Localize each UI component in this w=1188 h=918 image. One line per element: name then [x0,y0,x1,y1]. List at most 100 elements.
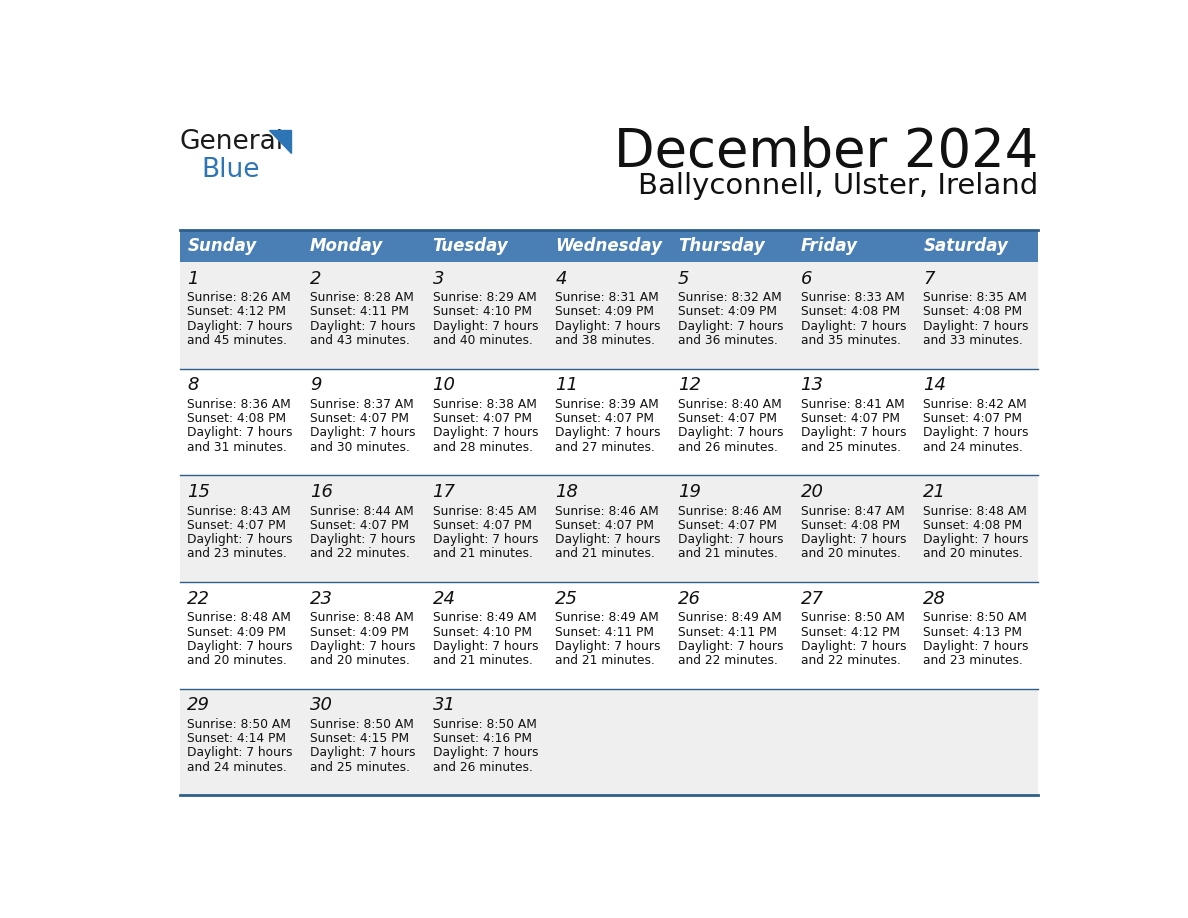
Text: Daylight: 7 hours: Daylight: 7 hours [310,533,416,546]
Text: 3: 3 [432,270,444,287]
Text: and 35 minutes.: and 35 minutes. [801,334,901,347]
Text: Tuesday: Tuesday [432,237,508,254]
Bar [179,262,1038,368]
Text: Sunrise: 8:46 AM: Sunrise: 8:46 AM [678,505,782,518]
Text: and 33 minutes.: and 33 minutes. [923,334,1023,347]
Bar [179,688,1038,796]
Text: Sunrise: 8:44 AM: Sunrise: 8:44 AM [310,505,413,518]
Text: and 21 minutes.: and 21 minutes. [432,547,532,560]
Text: 25: 25 [555,589,579,608]
Polygon shape [270,130,291,153]
Text: Sunset: 4:09 PM: Sunset: 4:09 PM [188,625,286,639]
Text: Daylight: 7 hours: Daylight: 7 hours [801,640,906,653]
Text: Sunset: 4:08 PM: Sunset: 4:08 PM [188,412,286,425]
Text: 12: 12 [678,376,701,394]
Text: Sunset: 4:13 PM: Sunset: 4:13 PM [923,625,1023,639]
Text: Sunset: 4:08 PM: Sunset: 4:08 PM [923,306,1023,319]
Text: 13: 13 [801,376,823,394]
Text: Daylight: 7 hours: Daylight: 7 hours [188,533,292,546]
Text: Daylight: 7 hours: Daylight: 7 hours [555,533,661,546]
Text: Sunrise: 8:39 AM: Sunrise: 8:39 AM [555,397,659,411]
Text: Sunset: 4:07 PM: Sunset: 4:07 PM [555,412,655,425]
Text: and 21 minutes.: and 21 minutes. [555,547,655,560]
Text: Sunset: 4:11 PM: Sunset: 4:11 PM [678,625,777,639]
Text: and 27 minutes.: and 27 minutes. [555,441,655,453]
Text: Daylight: 7 hours: Daylight: 7 hours [188,426,292,440]
Text: Sunset: 4:07 PM: Sunset: 4:07 PM [310,412,409,425]
Text: 30: 30 [310,697,333,714]
Text: Sunrise: 8:49 AM: Sunrise: 8:49 AM [678,611,782,624]
Text: Daylight: 7 hours: Daylight: 7 hours [555,319,661,332]
Text: December 2024: December 2024 [614,126,1038,177]
Text: Daylight: 7 hours: Daylight: 7 hours [678,640,783,653]
Text: Daylight: 7 hours: Daylight: 7 hours [432,319,538,332]
Text: Sunset: 4:09 PM: Sunset: 4:09 PM [678,306,777,319]
Text: 31: 31 [432,697,455,714]
Text: Sunset: 4:10 PM: Sunset: 4:10 PM [432,625,531,639]
Text: 6: 6 [801,270,813,287]
Text: Sunset: 4:07 PM: Sunset: 4:07 PM [801,412,899,425]
Text: 22: 22 [188,589,210,608]
Text: Sunrise: 8:40 AM: Sunrise: 8:40 AM [678,397,782,411]
Text: 14: 14 [923,376,947,394]
Text: 11: 11 [555,376,579,394]
Text: Sunrise: 8:50 AM: Sunrise: 8:50 AM [432,718,537,731]
Text: Sunrise: 8:50 AM: Sunrise: 8:50 AM [801,611,904,624]
Text: Daylight: 7 hours: Daylight: 7 hours [678,426,783,440]
Text: Sunrise: 8:35 AM: Sunrise: 8:35 AM [923,291,1028,304]
Text: 15: 15 [188,483,210,501]
Text: Daylight: 7 hours: Daylight: 7 hours [678,319,783,332]
Text: and 25 minutes.: and 25 minutes. [801,441,901,453]
Text: Sunset: 4:08 PM: Sunset: 4:08 PM [801,519,899,532]
Text: Sunrise: 8:41 AM: Sunrise: 8:41 AM [801,397,904,411]
Text: and 36 minutes.: and 36 minutes. [678,334,778,347]
Text: and 23 minutes.: and 23 minutes. [923,654,1023,667]
Text: Monday: Monday [310,237,384,254]
Text: Sunset: 4:11 PM: Sunset: 4:11 PM [555,625,655,639]
Text: and 20 minutes.: and 20 minutes. [923,547,1023,560]
Text: Sunset: 4:08 PM: Sunset: 4:08 PM [923,519,1023,532]
Text: Daylight: 7 hours: Daylight: 7 hours [555,426,661,440]
Text: 5: 5 [678,270,689,287]
Text: Sunrise: 8:45 AM: Sunrise: 8:45 AM [432,505,537,518]
Text: Daylight: 7 hours: Daylight: 7 hours [310,640,416,653]
Text: Sunrise: 8:43 AM: Sunrise: 8:43 AM [188,505,291,518]
Text: Sunset: 4:07 PM: Sunset: 4:07 PM [555,519,655,532]
Text: Daylight: 7 hours: Daylight: 7 hours [555,640,661,653]
Text: and 22 minutes.: and 22 minutes. [678,654,778,667]
Text: Sunset: 4:08 PM: Sunset: 4:08 PM [801,306,899,319]
Text: Friday: Friday [801,237,858,254]
Text: Sunrise: 8:37 AM: Sunrise: 8:37 AM [310,397,413,411]
Text: Sunrise: 8:48 AM: Sunrise: 8:48 AM [188,611,291,624]
Text: Sunset: 4:10 PM: Sunset: 4:10 PM [432,306,531,319]
Text: and 24 minutes.: and 24 minutes. [923,441,1023,453]
Text: Daylight: 7 hours: Daylight: 7 hours [310,746,416,759]
Text: 20: 20 [801,483,823,501]
Text: Sunrise: 8:48 AM: Sunrise: 8:48 AM [923,505,1028,518]
Text: and 25 minutes.: and 25 minutes. [310,761,410,774]
Text: Daylight: 7 hours: Daylight: 7 hours [310,319,416,332]
Text: Sunrise: 8:32 AM: Sunrise: 8:32 AM [678,291,782,304]
Text: Sunset: 4:07 PM: Sunset: 4:07 PM [678,519,777,532]
Bar [179,582,1038,688]
Text: and 26 minutes.: and 26 minutes. [678,441,778,453]
Text: Sunset: 4:07 PM: Sunset: 4:07 PM [188,519,286,532]
Text: Sunrise: 8:50 AM: Sunrise: 8:50 AM [188,718,291,731]
Text: and 23 minutes.: and 23 minutes. [188,547,287,560]
Text: and 20 minutes.: and 20 minutes. [310,654,410,667]
Text: 8: 8 [188,376,198,394]
Text: Sunday: Sunday [188,237,257,254]
Text: Sunset: 4:11 PM: Sunset: 4:11 PM [310,306,409,319]
Text: Sunrise: 8:29 AM: Sunrise: 8:29 AM [432,291,536,304]
Text: 10: 10 [432,376,455,394]
Text: Sunset: 4:12 PM: Sunset: 4:12 PM [188,306,286,319]
Text: 18: 18 [555,483,579,501]
Text: Daylight: 7 hours: Daylight: 7 hours [801,533,906,546]
Text: Sunset: 4:09 PM: Sunset: 4:09 PM [310,625,409,639]
Text: Sunrise: 8:36 AM: Sunrise: 8:36 AM [188,397,291,411]
Text: Daylight: 7 hours: Daylight: 7 hours [678,533,783,546]
Text: and 20 minutes.: and 20 minutes. [801,547,901,560]
Text: Sunrise: 8:38 AM: Sunrise: 8:38 AM [432,397,537,411]
Text: and 24 minutes.: and 24 minutes. [188,761,287,774]
Text: and 31 minutes.: and 31 minutes. [188,441,287,453]
